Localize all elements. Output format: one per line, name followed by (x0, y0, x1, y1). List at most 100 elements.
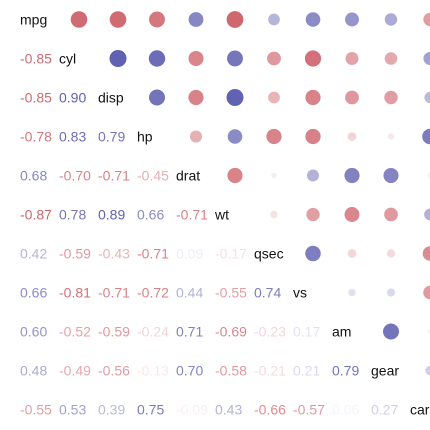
coef-am-disp: -0.59 (98, 324, 130, 340)
coef-am-qsec: -0.23 (254, 324, 286, 340)
corr-circle-cyl-vs (304, 50, 322, 67)
corr-circle-mpg-qsec (268, 13, 280, 26)
coef-drat-hp: -0.45 (137, 168, 169, 184)
coef-gear-am: 0.79 (332, 363, 359, 379)
corr-circle-mpg-gear (384, 13, 398, 26)
corr-circle-qsec-gear (386, 249, 396, 258)
corr-circle-cyl-wt (227, 50, 243, 67)
coef-drat-mpg: 0.68 (20, 168, 47, 184)
corr-circle-wt-vs (306, 207, 320, 222)
coef-vs-qsec: 0.74 (254, 285, 281, 301)
coef-am-wt: -0.69 (215, 324, 247, 340)
coef-carb-wt: 0.43 (215, 402, 242, 418)
coef-carb-vs: -0.57 (293, 402, 325, 418)
variable-label-wt: wt (214, 207, 229, 223)
coef-hp-mpg: -0.78 (20, 129, 52, 145)
corr-circle-hp-carb (422, 128, 430, 145)
variable-label-cyl: cyl (59, 51, 76, 67)
coef-hp-disp: 0.79 (98, 129, 125, 145)
coef-carb-qsec: -0.66 (254, 402, 286, 418)
coef-carb-hp: 0.75 (137, 402, 164, 418)
variable-label-vs: vs (293, 285, 307, 301)
coef-qsec-mpg: 0.42 (20, 246, 47, 262)
corr-circle-cyl-am (345, 52, 359, 65)
coef-qsec-cyl: -0.59 (59, 246, 91, 262)
corr-circle-cyl-carb (423, 51, 430, 66)
coef-am-hp: -0.24 (137, 324, 169, 340)
coef-vs-disp: -0.71 (98, 285, 130, 301)
corr-circle-disp-hp (149, 89, 165, 106)
coef-am-vs: 0.17 (293, 324, 320, 340)
corr-circle-drat-gear (383, 167, 399, 184)
corr-circle-mpg-carb (423, 12, 430, 27)
corr-circle-disp-am (345, 90, 359, 105)
coef-hp-cyl: 0.83 (59, 129, 86, 145)
variable-label-drat: drat (176, 168, 200, 184)
coef-carb-cyl: 0.53 (59, 402, 86, 418)
corr-circle-mpg-disp (109, 11, 127, 28)
corr-circle-hp-drat (189, 130, 203, 143)
corr-circle-hp-qsec (266, 128, 282, 145)
coef-vs-drat: 0.44 (176, 285, 203, 301)
corr-circle-am-carb (427, 329, 430, 334)
corr-circle-disp-qsec (268, 91, 280, 104)
corr-circle-wt-gear (384, 207, 398, 222)
coef-drat-disp: -0.71 (98, 168, 130, 184)
corr-circle-drat-vs (307, 169, 319, 182)
corr-circle-drat-qsec (271, 172, 277, 179)
corr-circle-wt-carb (424, 208, 430, 221)
coef-vs-mpg: 0.66 (20, 285, 47, 301)
coef-qsec-drat: 0.09 (176, 246, 203, 262)
corr-circle-disp-carb (424, 91, 430, 104)
coef-gear-qsec: -0.21 (254, 363, 286, 379)
corr-circle-mpg-wt (226, 11, 244, 28)
corr-circle-vs-carb (423, 285, 430, 300)
variable-label-carb: carb (410, 402, 430, 418)
corr-circle-mpg-am (345, 12, 359, 27)
corr-circle-wt-qsec (270, 210, 278, 219)
coef-carb-mpg: -0.55 (20, 402, 52, 418)
coef-vs-wt: -0.55 (215, 285, 247, 301)
corr-circle-disp-gear (384, 90, 398, 105)
coef-disp-mpg: -0.85 (20, 90, 52, 106)
coef-vs-cyl: -0.81 (59, 285, 91, 301)
coef-wt-cyl: 0.78 (59, 207, 86, 223)
coef-wt-disp: 0.89 (98, 207, 125, 223)
coef-disp-cyl: 0.90 (59, 90, 86, 106)
corr-circle-drat-am (344, 167, 360, 184)
coef-carb-am: 0.06 (332, 402, 359, 418)
corr-circle-hp-vs (305, 128, 321, 145)
coef-gear-mpg: 0.48 (20, 363, 47, 379)
coef-am-mpg: 0.60 (20, 324, 47, 340)
corr-circle-gear-carb (425, 365, 430, 376)
corr-circle-am-gear (383, 323, 399, 340)
corr-circle-cyl-gear (384, 52, 398, 65)
coef-wt-mpg: -0.87 (20, 207, 52, 223)
coef-am-drat: 0.71 (176, 324, 203, 340)
coef-wt-drat: -0.71 (176, 207, 208, 223)
corr-circle-mpg-cyl (70, 11, 88, 28)
coef-carb-gear: 0.27 (371, 402, 398, 418)
corr-circle-mpg-vs (305, 12, 321, 27)
coef-cyl-mpg: -0.85 (20, 51, 52, 67)
coef-qsec-disp: -0.43 (98, 246, 130, 262)
variable-label-gear: gear (371, 363, 399, 379)
corr-circle-cyl-drat (188, 50, 204, 67)
corr-circle-hp-wt (227, 129, 243, 144)
coef-am-cyl: -0.52 (59, 324, 91, 340)
corr-circle-disp-vs (305, 89, 321, 106)
coef-carb-drat: -0.09 (176, 402, 208, 418)
corr-circle-qsec-vs (305, 245, 321, 262)
variable-label-am: am (332, 324, 351, 340)
variable-label-qsec: qsec (254, 246, 284, 262)
coef-gear-cyl: -0.49 (59, 363, 91, 379)
corr-circle-mpg-hp (149, 11, 165, 28)
variable-label-hp: hp (137, 129, 153, 145)
coef-vs-hp: -0.72 (137, 285, 169, 301)
corr-circle-vs-am (348, 288, 356, 297)
corr-circle-disp-wt (226, 89, 244, 106)
coef-wt-hp: 0.66 (137, 207, 164, 223)
corr-circle-disp-drat (188, 89, 204, 106)
coef-carb-disp: 0.39 (98, 402, 125, 418)
